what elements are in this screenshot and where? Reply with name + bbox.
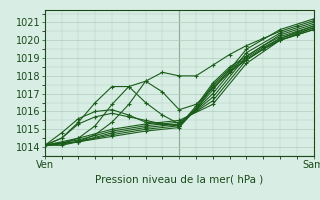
- X-axis label: Pression niveau de la mer( hPa ): Pression niveau de la mer( hPa ): [95, 174, 263, 184]
